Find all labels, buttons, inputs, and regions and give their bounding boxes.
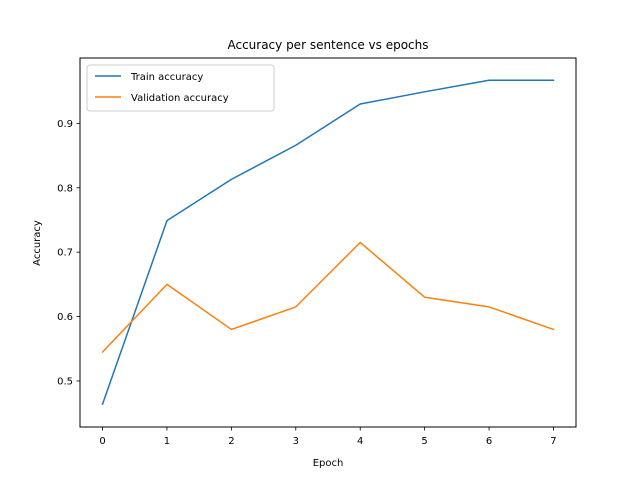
chart-title: Accuracy per sentence vs epochs [227, 38, 428, 52]
axes-frame [79, 57, 577, 428]
y-tick-label: 0.9 [57, 119, 73, 130]
legend-entries: Train accuracy Validation accuracy [95, 72, 229, 104]
plot-area [79, 57, 577, 428]
legend: Train accuracy Validation accuracy [86, 64, 275, 112]
legend-label: Train accuracy [130, 72, 203, 83]
x-tick-label: 1 [164, 436, 170, 447]
x-tick-label: 6 [486, 436, 492, 447]
x-axis-ticks: 0 1 2 3 4 5 6 7 [99, 427, 557, 447]
x-tick-label: 7 [550, 436, 556, 447]
x-tick-label: 0 [99, 436, 105, 447]
x-tick-label: 2 [228, 436, 234, 447]
y-tick-label: 0.7 [57, 248, 73, 259]
x-tick-label: 3 [293, 436, 299, 447]
legend-box [86, 64, 275, 112]
x-axis-label: Epoch [313, 458, 344, 469]
series-line-validation-accuracy [101, 241, 555, 354]
y-axis-label: Accuracy [32, 220, 43, 266]
y-axis-ticks: 0.5 0.6 0.7 0.8 0.9 [57, 119, 80, 387]
series-layer [101, 79, 555, 406]
y-tick-label: 0.5 [57, 376, 73, 387]
legend-label: Validation accuracy [131, 93, 229, 104]
series-line-train-accuracy [101, 79, 555, 406]
y-tick-label: 0.8 [57, 183, 73, 194]
x-tick-label: 4 [357, 436, 363, 447]
y-tick-label: 0.6 [57, 312, 73, 323]
x-tick-label: 5 [421, 436, 427, 447]
